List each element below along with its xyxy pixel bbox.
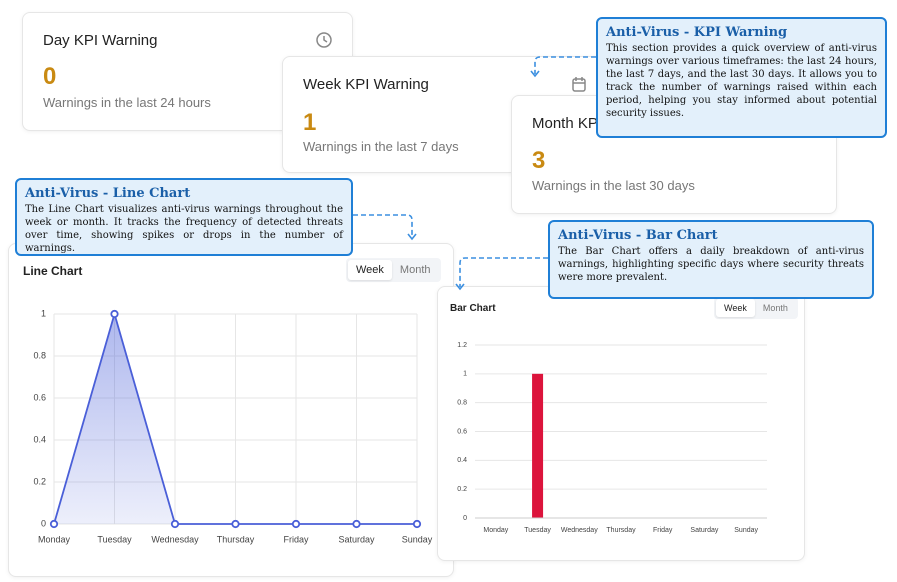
point bbox=[412, 519, 422, 529]
callout-text: The Bar Chart offers a daily breakdown o… bbox=[558, 246, 864, 283]
bar bbox=[532, 373, 544, 518]
kpi-card: Week KPI Warning 1 Warnings in the last … bbox=[282, 56, 612, 173]
period-toggle: Week Month bbox=[346, 258, 441, 282]
callout: Anti-Virus - Line Chart The Line Chart v… bbox=[15, 178, 353, 256]
toggle-week[interactable]: Week bbox=[348, 260, 392, 280]
point bbox=[291, 519, 301, 529]
clock-icon bbox=[316, 32, 332, 48]
toggle-month[interactable]: Month bbox=[399, 264, 431, 276]
bar-chart-card: Bar Chart Week Month 0 0.2 0.4 0.6 0.8 1 1.2 Mo… bbox=[437, 286, 805, 561]
period-toggle: Week Month bbox=[714, 297, 798, 319]
area bbox=[54, 314, 417, 524]
chart-title: Bar Chart bbox=[450, 303, 496, 314]
x-tick-label: Saturday bbox=[338, 534, 375, 544]
connector bbox=[353, 214, 413, 237]
x-tick-label: Sunday bbox=[734, 527, 758, 534]
callout-text: The Line Chart visualizes anti-virus war… bbox=[25, 204, 343, 254]
y-tick-label: 1 bbox=[463, 371, 467, 378]
callout-title: Anti-Virus - Bar Chart bbox=[558, 228, 718, 243]
y-tick-label: 0 bbox=[41, 518, 46, 528]
kpi-subtitle: Warnings in the last 30 days bbox=[532, 178, 695, 193]
kpi-value: 1 bbox=[303, 109, 317, 136]
kpi-value: 0 bbox=[43, 63, 57, 90]
x-tick-label: Friday bbox=[283, 534, 309, 544]
x-tick-label: Wednesday bbox=[151, 534, 199, 544]
line-chart-card: Line Chart Week Month 0 0.2 0.4 0.6 0.8 1 Mond… bbox=[8, 243, 454, 577]
calendar-icon bbox=[572, 77, 586, 92]
x-tick-label: Wednesday bbox=[561, 527, 598, 534]
kpi-value: 3 bbox=[532, 147, 546, 174]
point bbox=[170, 519, 180, 529]
kpi-subtitle: Warnings in the last 24 hours bbox=[43, 95, 211, 110]
x-tick-label: Saturday bbox=[690, 527, 719, 534]
y-tick-label: 0 bbox=[463, 515, 467, 522]
kpi-title: Week KPI Warning bbox=[303, 76, 429, 93]
line-chart: 0 0.2 0.4 0.6 0.8 1 Monday Tuesday Wednesday Thur… bbox=[33, 308, 433, 544]
toggle-week[interactable]: Week bbox=[716, 299, 755, 317]
x-tick-label: Friday bbox=[653, 527, 673, 534]
x-tick-label: Tuesday bbox=[97, 534, 132, 544]
y-tick-label: 1 bbox=[41, 308, 46, 318]
toggle-month[interactable]: Month bbox=[762, 303, 788, 313]
y-tick-label: 0.2 bbox=[33, 476, 46, 486]
y-tick-label: 1.2 bbox=[457, 342, 467, 349]
x-tick-label: Tuesday bbox=[524, 527, 551, 534]
callout-title: Anti-Virus - Line Chart bbox=[25, 186, 191, 201]
kpi-subtitle: Warnings in the last 7 days bbox=[303, 139, 459, 154]
point bbox=[110, 309, 119, 319]
x-tick-label: Monday bbox=[38, 534, 71, 544]
x-tick-label: Sunday bbox=[402, 534, 433, 544]
x-tick-label: Thursday bbox=[217, 534, 255, 544]
y-tick-label: 0.6 bbox=[457, 428, 467, 435]
point bbox=[49, 519, 59, 529]
point bbox=[352, 519, 361, 529]
kpi-title: Day KPI Warning bbox=[43, 32, 158, 49]
arrow-head bbox=[407, 233, 417, 241]
point bbox=[231, 519, 240, 529]
bar-chart: 0 0.2 0.4 0.6 0.8 1 1.2 Monday Tuesday Wednesday T… bbox=[457, 342, 767, 534]
callout-title: Anti-Virus - KPI Warning bbox=[606, 25, 788, 40]
callout-text: This section provides a quick overview o… bbox=[606, 43, 877, 119]
x-tick-label: Thursday bbox=[606, 527, 636, 534]
callout: Anti-Virus - KPI Warning This section pr… bbox=[596, 17, 887, 138]
y-tick-label: 0.8 bbox=[33, 350, 46, 360]
y-tick-label: 0.4 bbox=[457, 457, 467, 464]
y-tick-label: 0.4 bbox=[33, 434, 46, 444]
connector bbox=[459, 257, 548, 287]
y-tick-label: 0.2 bbox=[457, 486, 467, 493]
chart-title: Line Chart bbox=[23, 264, 83, 278]
y-tick-label: 0.6 bbox=[33, 392, 46, 402]
x-tick-label: Monday bbox=[483, 527, 508, 534]
y-tick-label: 0.8 bbox=[457, 400, 467, 407]
callout: Anti-Virus - Bar Chart The Bar Chart off… bbox=[548, 220, 874, 299]
